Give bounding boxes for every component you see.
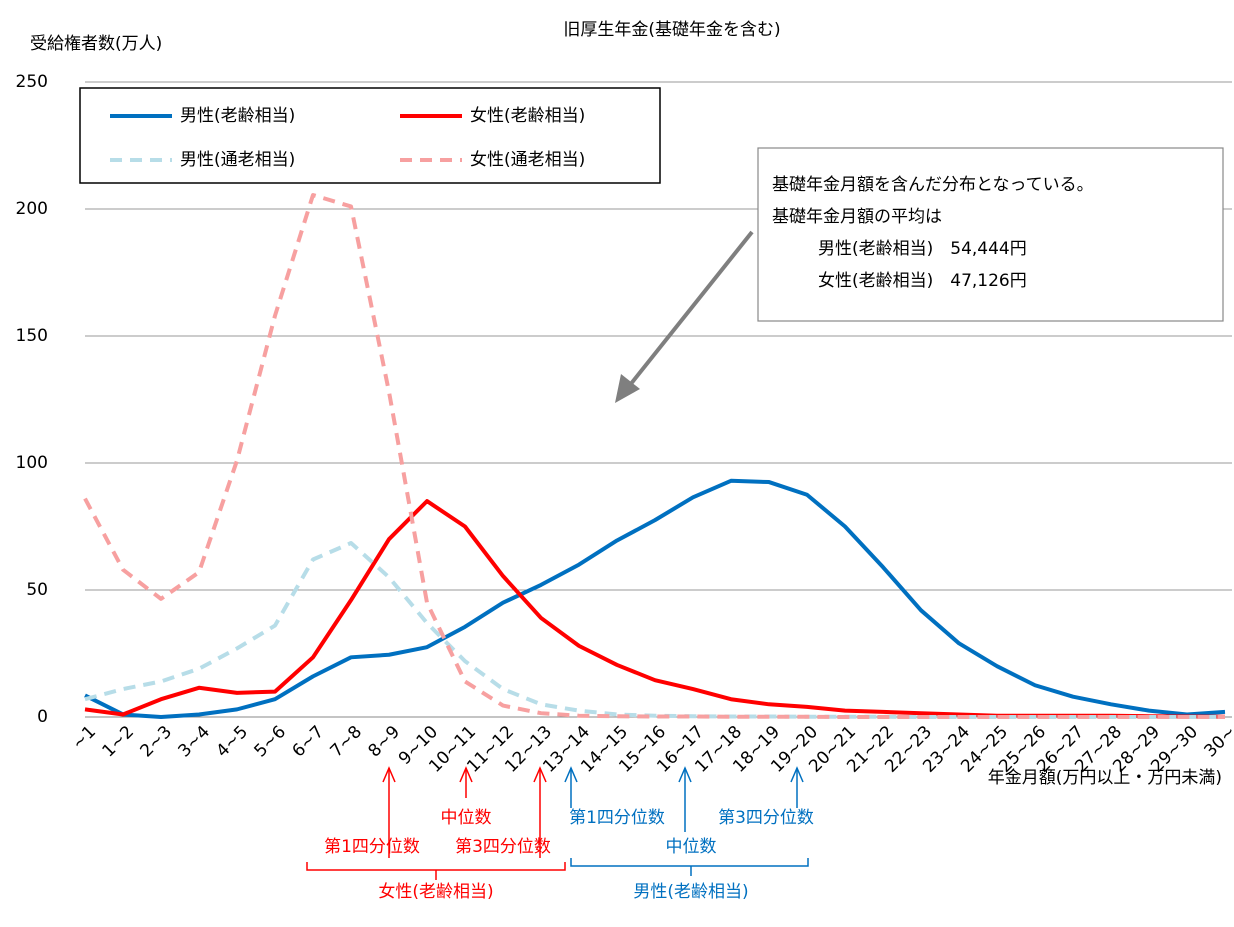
- quartile-arrowhead: [564, 766, 578, 783]
- note-arrowhead: [615, 374, 640, 403]
- x-tick-label: 30~: [1201, 722, 1234, 762]
- series-line: [83, 193, 1225, 719]
- note-text: 基礎年金月額を含んだ分布となっている。: [772, 175, 1094, 195]
- quartile-bracket: [306, 862, 566, 880]
- y-tick-label: 0: [37, 707, 48, 727]
- x-tick-label: 1~2: [99, 722, 139, 762]
- quartile-label: 中位数: [441, 808, 492, 828]
- quartile-label: 中位数: [666, 837, 717, 857]
- series-line: [84, 499, 1226, 719]
- y-tick-label: 200: [16, 199, 48, 219]
- y-tick-label: 250: [16, 72, 48, 92]
- legend-label: 女性(老齢相当): [470, 106, 585, 126]
- note-box: [757, 147, 1224, 322]
- legend-label: 男性(通老相当): [180, 150, 295, 170]
- x-tick-label: 3~4: [175, 722, 215, 762]
- quartile-arrowhead: [533, 766, 547, 783]
- note-text: 基礎年金月額の平均は: [772, 207, 942, 227]
- note-text: 女性(老齢相当) 47,126円: [818, 271, 1027, 291]
- group-label: 女性(老齢相当): [378, 882, 493, 902]
- quartile-label: 第3四分位数: [455, 837, 551, 857]
- legend-box: [79, 87, 661, 184]
- y-axis-title: 受給権者数(万人): [30, 34, 162, 54]
- y-tick-label: 100: [16, 453, 48, 473]
- x-tick-label: 6~7: [289, 722, 329, 762]
- note-text: 男性(老齢相当) 54,444円: [818, 239, 1027, 259]
- quartile-arrowhead: [382, 766, 396, 783]
- note-arrow: [628, 230, 754, 387]
- y-tick-label: 150: [16, 326, 48, 346]
- x-axis-title: 年金月額(万円以上・万円未満): [988, 768, 1222, 788]
- quartile-bracket: [570, 858, 809, 876]
- y-tick-label: 50: [26, 580, 48, 600]
- quartile-label: 第1四分位数: [324, 837, 420, 857]
- x-tick-label: 2~3: [137, 722, 177, 762]
- x-tick-label: 5~6: [251, 722, 291, 762]
- series-line: [84, 541, 1225, 719]
- legend-label: 女性(通老相当): [470, 150, 585, 170]
- chart-title: 旧厚生年金(基礎年金を含む): [563, 20, 780, 40]
- legend-label: 男性(老齢相当): [180, 106, 295, 126]
- x-tick-label: ~1: [68, 722, 100, 754]
- quartile-label: 第3四分位数: [718, 808, 814, 828]
- quartile-arrowhead: [678, 766, 692, 783]
- x-tick-label: 7~8: [327, 722, 367, 762]
- x-tick-label: 4~5: [213, 722, 253, 762]
- quartile-arrowhead: [459, 766, 473, 783]
- group-label: 男性(老齢相当): [633, 882, 748, 902]
- quartile-arrowhead: [790, 766, 804, 783]
- series-line: [84, 478, 1226, 719]
- quartile-label: 第1四分位数: [569, 808, 665, 828]
